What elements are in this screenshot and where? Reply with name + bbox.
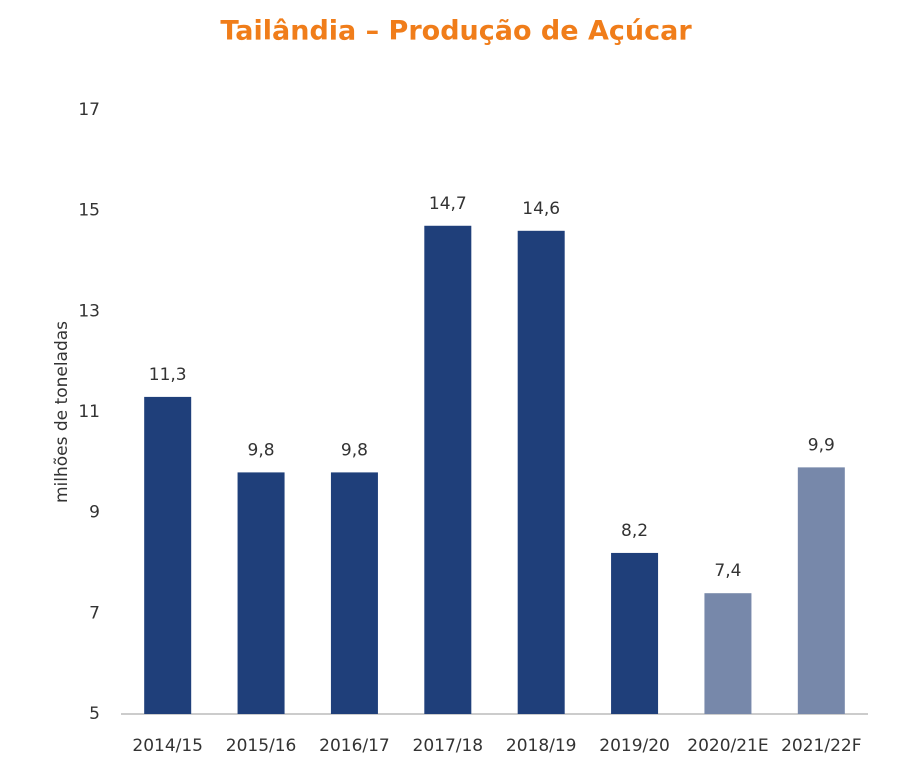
x-tick-label: 2019/20 bbox=[599, 736, 670, 756]
x-tick-label: 2014/15 bbox=[132, 736, 203, 756]
y-tick-label: 5 bbox=[89, 704, 100, 724]
y-tick-label: 13 bbox=[78, 301, 100, 321]
y-tick-label: 15 bbox=[78, 201, 100, 221]
value-label: 14,6 bbox=[522, 199, 560, 219]
bar bbox=[517, 230, 565, 715]
bar bbox=[797, 467, 845, 714]
value-label: 7,4 bbox=[714, 561, 741, 581]
x-tick-label: 2017/18 bbox=[413, 736, 484, 756]
bar bbox=[330, 472, 378, 714]
bar bbox=[144, 396, 192, 714]
value-label: 9,8 bbox=[341, 440, 368, 460]
y-axis-label: milhões de toneladas bbox=[52, 321, 72, 503]
x-tick-label: 2020/21E bbox=[687, 736, 768, 756]
y-tick-label: 17 bbox=[78, 100, 100, 120]
bar bbox=[237, 472, 285, 714]
value-label: 8,2 bbox=[621, 521, 648, 541]
value-label: 9,8 bbox=[248, 440, 275, 460]
value-label: 9,9 bbox=[808, 435, 835, 455]
x-tick-label: 2018/19 bbox=[506, 736, 577, 756]
y-tick-label: 9 bbox=[89, 503, 100, 523]
value-label: 11,3 bbox=[149, 365, 187, 385]
x-tick-label: 2021/22F bbox=[781, 736, 861, 756]
bar bbox=[704, 593, 752, 714]
chart-title: Tailândia – Produção de Açúcar bbox=[220, 16, 692, 47]
y-tick-label: 7 bbox=[89, 603, 100, 623]
y-tick-label: 11 bbox=[78, 402, 100, 422]
x-tick-label: 2015/16 bbox=[226, 736, 297, 756]
bar bbox=[611, 552, 659, 714]
x-tick-label: 2016/17 bbox=[319, 736, 390, 756]
value-label: 14,7 bbox=[429, 194, 467, 214]
bar bbox=[424, 225, 472, 714]
